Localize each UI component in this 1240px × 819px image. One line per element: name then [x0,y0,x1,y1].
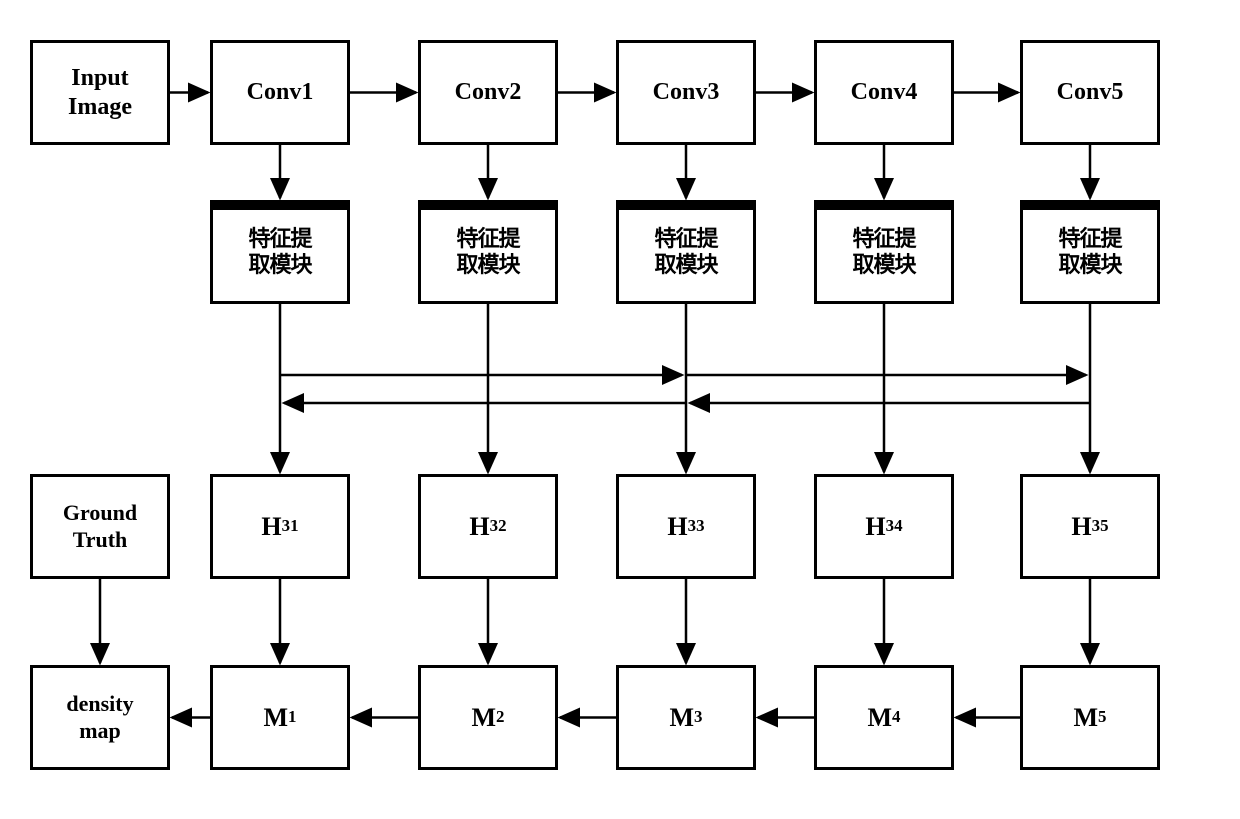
node-fe3: 特征提取模块 [616,200,756,304]
node-fe4: 特征提取模块 [814,200,954,304]
node-h4: H34 [814,474,954,579]
node-conv3: Conv3 [616,40,756,145]
node-fe2: 特征提取模块 [418,200,558,304]
node-input: InputImage [30,40,170,145]
node-m5: M5 [1020,665,1160,770]
node-conv1: Conv1 [210,40,350,145]
node-m3: M3 [616,665,756,770]
node-gt: GroundTruth [30,474,170,579]
node-conv5: Conv5 [1020,40,1160,145]
node-h1: H31 [210,474,350,579]
node-conv2: Conv2 [418,40,558,145]
node-h3: H33 [616,474,756,579]
node-conv4: Conv4 [814,40,954,145]
node-fe5: 特征提取模块 [1020,200,1160,304]
node-m1: M1 [210,665,350,770]
node-fe1: 特征提取模块 [210,200,350,304]
node-h5: H35 [1020,474,1160,579]
node-dm: densitymap [30,665,170,770]
node-h2: H32 [418,474,558,579]
node-m4: M4 [814,665,954,770]
node-m2: M2 [418,665,558,770]
